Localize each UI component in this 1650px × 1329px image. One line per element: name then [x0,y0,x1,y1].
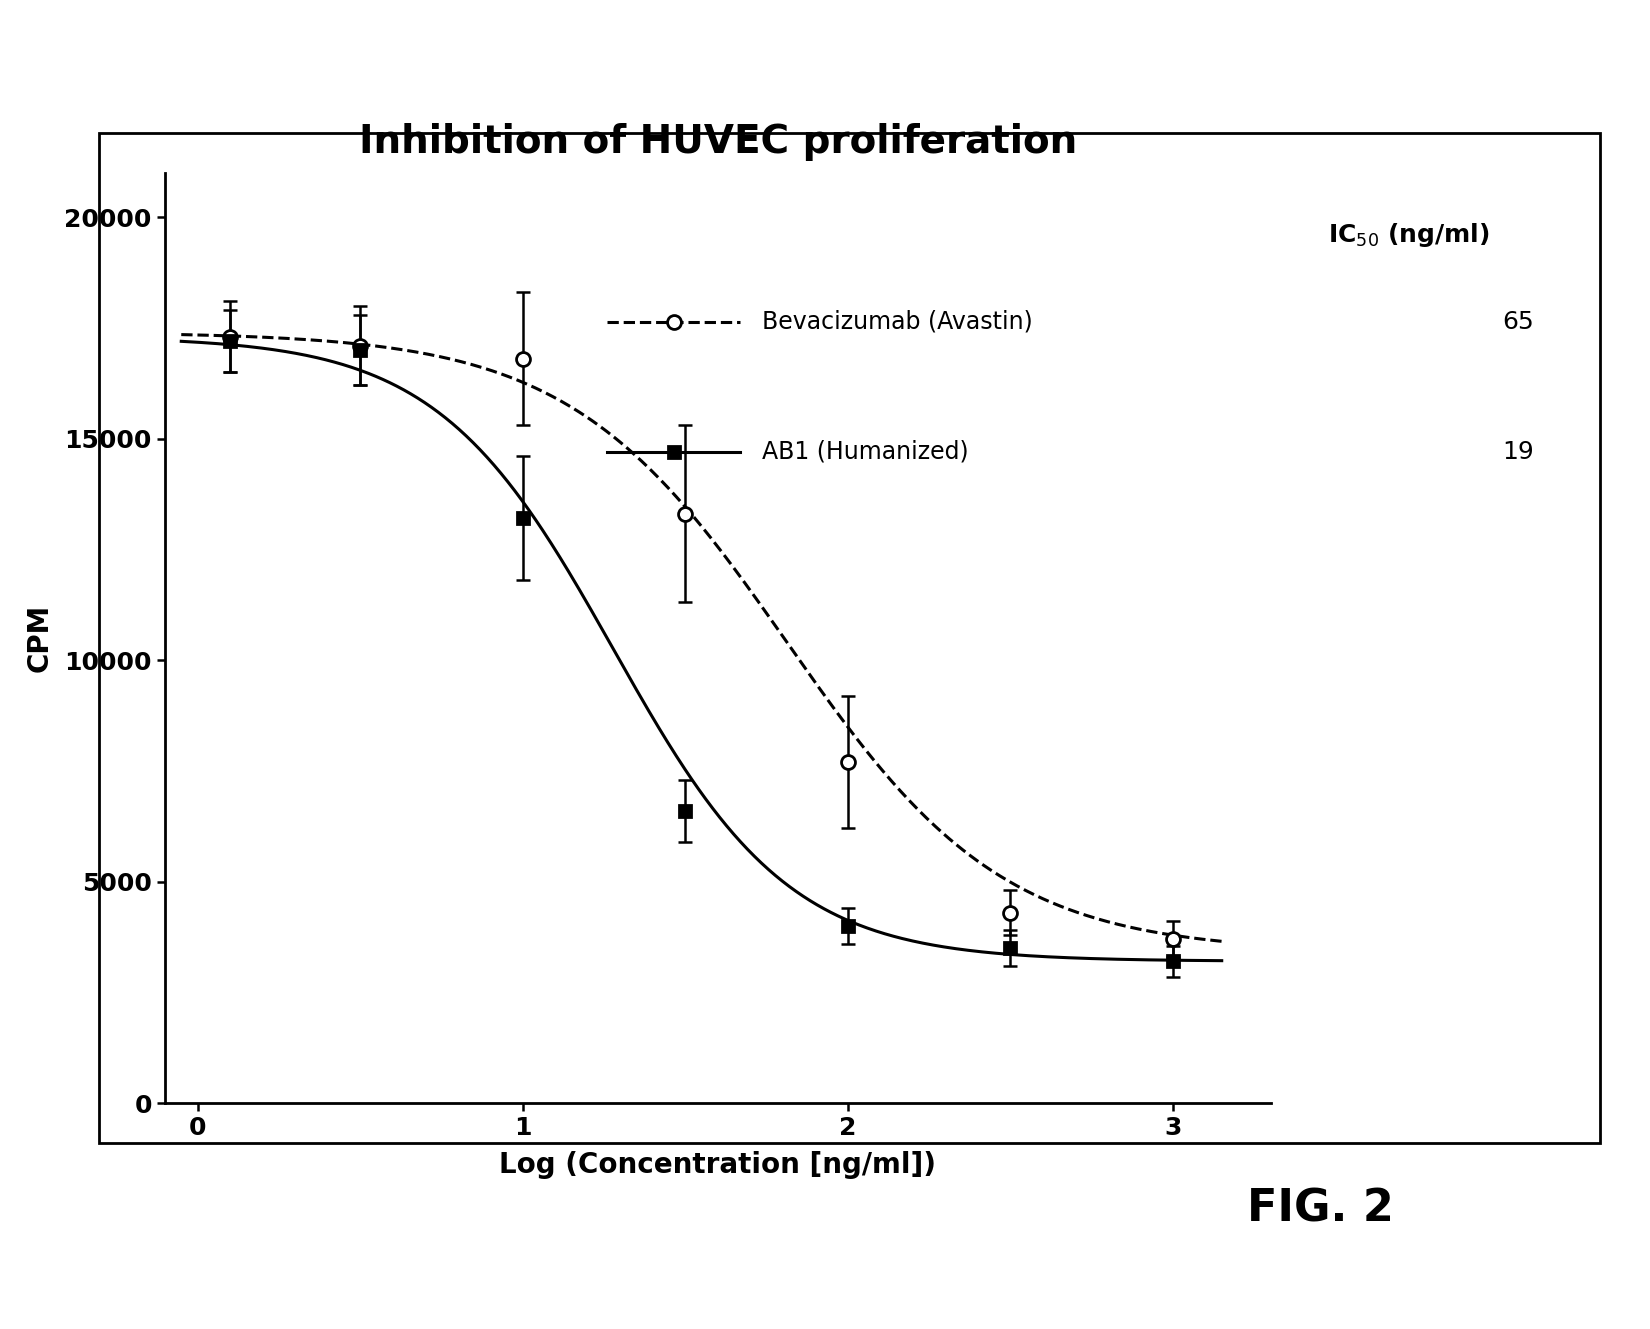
Text: Bevacizumab (Avastin): Bevacizumab (Avastin) [762,310,1033,334]
Text: 65: 65 [1502,310,1534,334]
Title: Inhibition of HUVEC proliferation: Inhibition of HUVEC proliferation [358,124,1077,161]
Text: 19: 19 [1502,440,1534,464]
Text: AB1 (Humanized): AB1 (Humanized) [762,440,969,464]
Text: FIG. 2: FIG. 2 [1246,1188,1394,1231]
Text: IC$_{50}$ (ng/ml): IC$_{50}$ (ng/ml) [1328,221,1490,250]
Y-axis label: CPM: CPM [25,603,53,672]
X-axis label: Log (Concentration [ng/ml]): Log (Concentration [ng/ml]) [500,1151,936,1179]
